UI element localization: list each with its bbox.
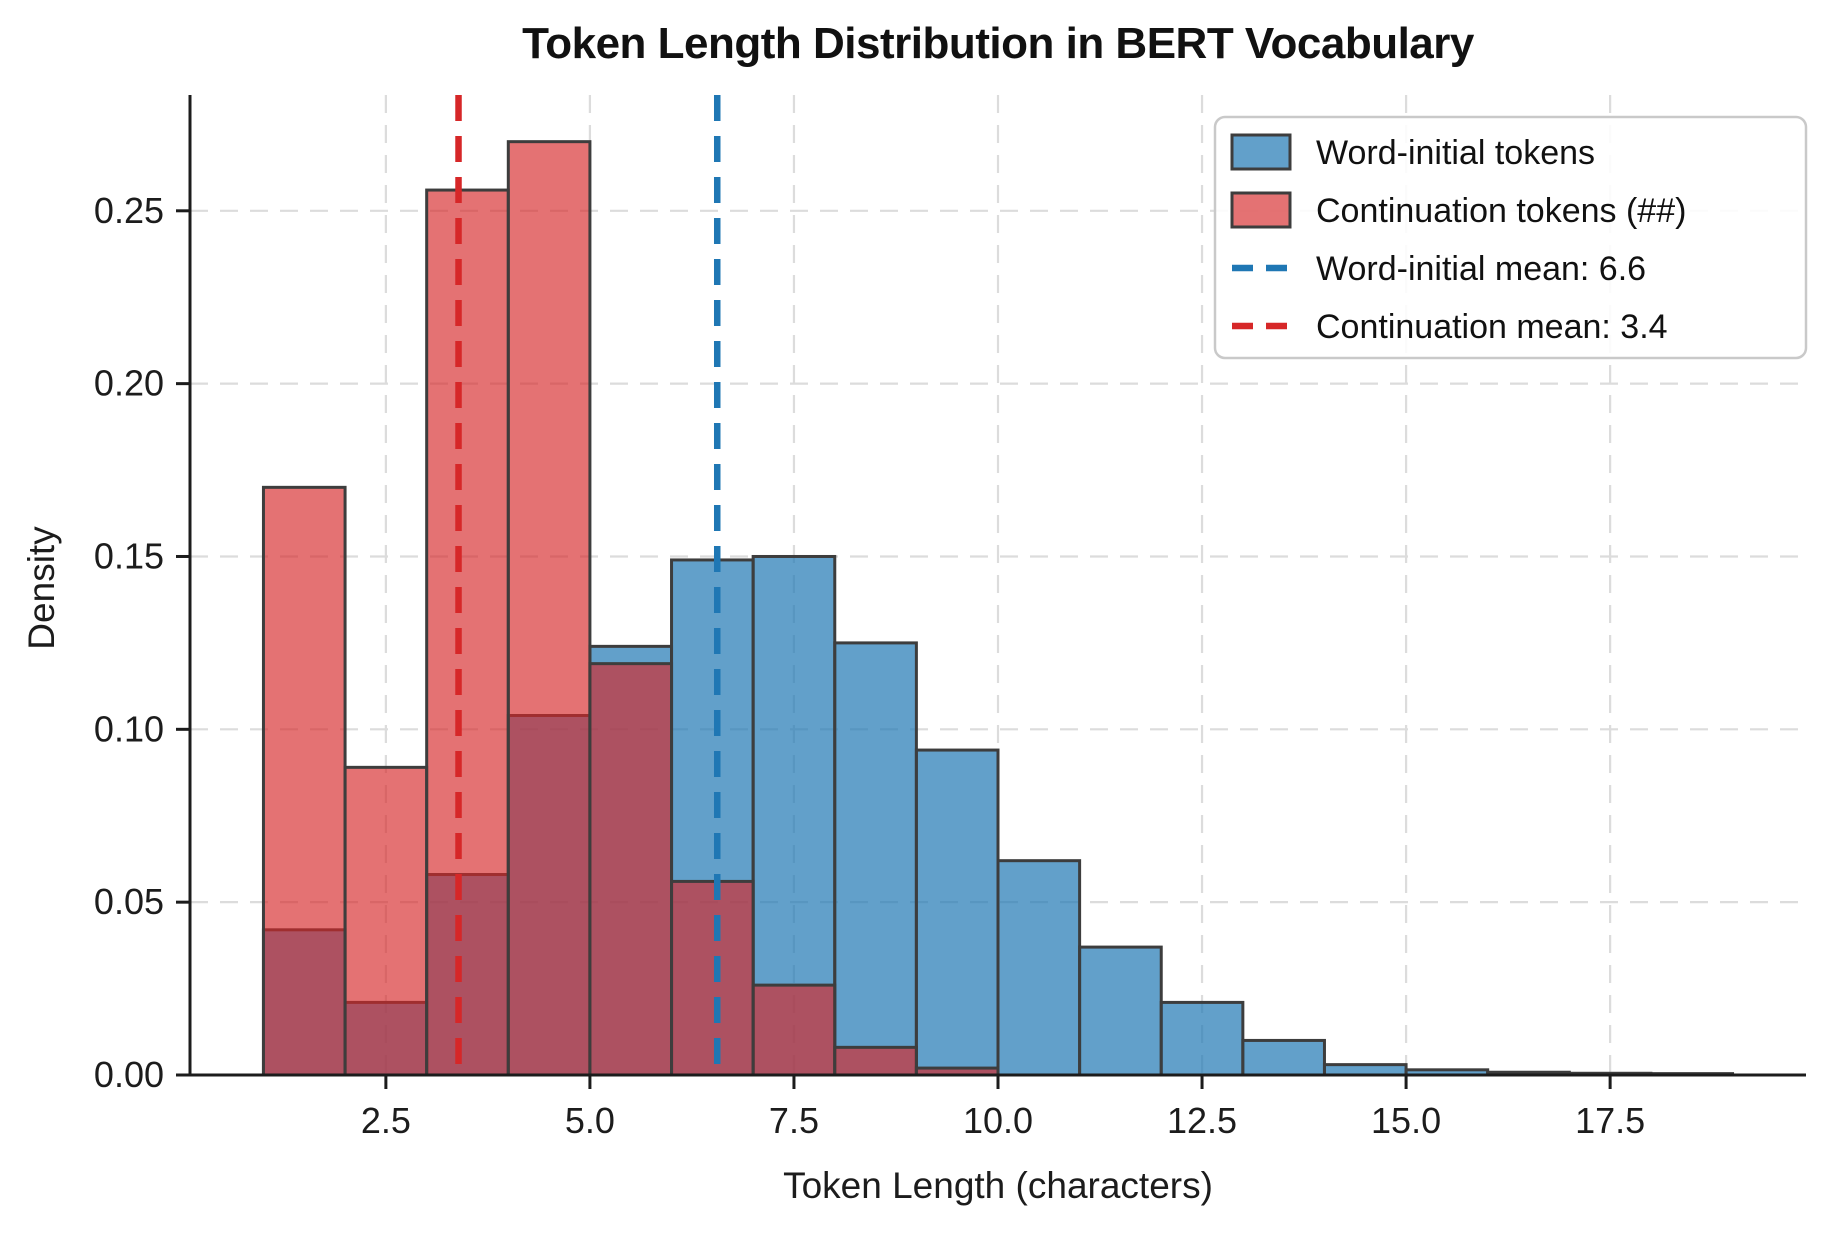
bar-word-initial-bin-12 [1159, 1000, 1245, 1077]
bar-continuation-bin-4 [506, 140, 592, 1077]
bar-continuation-bin-1 [261, 485, 347, 1077]
bar-word-initial-bin-14 [1322, 1063, 1408, 1077]
chart-title: Token Length Distribution in BERT Vocabu… [522, 19, 1475, 68]
bar-word-initial-bin-8 [833, 641, 918, 1077]
x-tick-label: 15.0 [1371, 1100, 1441, 1141]
bar-word-initial-bin-10 [996, 859, 1082, 1077]
x-tick-label: 7.5 [769, 1100, 819, 1141]
bar-continuation-bin-8 [833, 1045, 918, 1077]
y-axis-label: Density [21, 526, 62, 650]
legend-item-word-initial-tokens-label: Word-initial tokens [1316, 134, 1595, 172]
legend-item-word-initial-mean-label: Word-initial mean: 6.6 [1316, 250, 1646, 288]
bar-word-initial-bin-9 [914, 748, 1000, 1077]
y-tick-label: 0.20 [94, 363, 164, 404]
legend-box [1213, 115, 1808, 360]
bar-continuation-bin-6 [670, 879, 755, 1077]
y-tick-label: 0.10 [94, 708, 164, 749]
x-tick-label: 5.0 [565, 1100, 615, 1141]
y-tick-label: 0.15 [94, 535, 164, 576]
x-axis-label: Token Length (characters) [783, 1165, 1213, 1206]
legend-item-continuation-tokens-label: Continuation tokens (##) [1316, 192, 1686, 230]
legend-item-word-initial-tokens-swatch [1230, 133, 1292, 171]
bar-continuation-bin-2 [343, 765, 429, 1077]
bar-continuation-bin-3 [425, 188, 510, 1077]
legend-item-continuation-tokens-swatch [1230, 191, 1292, 229]
x-tick-label: 17.5 [1575, 1100, 1645, 1141]
y-tick-label: 0.25 [94, 190, 164, 231]
bar-continuation-bin-5 [588, 662, 674, 1077]
x-tick-label: 10.0 [963, 1100, 1033, 1141]
y-tick-label: 0.05 [94, 881, 164, 922]
legend-item-continuation-mean-label: Continuation mean: 3.4 [1316, 308, 1668, 346]
x-tick-label: 2.5 [361, 1100, 411, 1141]
bar-word-initial-bin-11 [1078, 945, 1163, 1077]
bar-word-initial-bin-13 [1241, 1038, 1326, 1077]
x-tick-label: 12.5 [1167, 1100, 1237, 1141]
bar-continuation-bin-7 [751, 983, 837, 1077]
y-tick-label: 0.00 [94, 1054, 164, 1095]
